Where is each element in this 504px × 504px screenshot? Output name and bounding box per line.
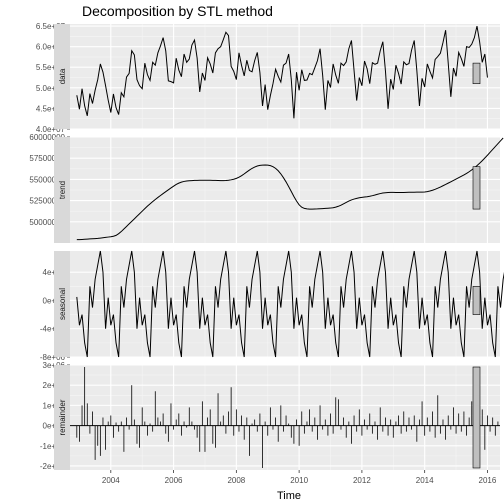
panel-data: 4.0e+07 4.5e+07 5.0e+07 5.5e+07 6.0e+07 6.5e+… [36,22,500,134]
panel-strip-remainder [54,365,70,470]
range-bar-data [472,62,481,85]
y-tick-label-seasonal: -8e+06 [40,353,66,362]
x-tick-label: 2016 [479,476,497,485]
range-bar-remainder [472,366,481,469]
panel-background [70,365,500,470]
y-tick-label-trend: 52500000 [29,197,65,206]
y-tick-label-trend: 55000000 [29,175,65,184]
x-tick-label: 2008 [227,476,245,485]
x-tick-label: 2010 [290,476,308,485]
series-line-data [76,25,488,119]
y-tick-label-data: 5.0e+07 [36,84,66,93]
y-tick-label-data: 6.5e+07 [36,22,66,31]
x-axis-title: Time [277,490,301,502]
y-tick-label-data: 6.0e+07 [36,43,66,52]
range-bar-seasonal [472,286,481,315]
y-tick-label-seasonal: -4e+06 [40,325,66,334]
panel-background [70,24,500,129]
panel-remainder: -2e+06-1e+060e+001e+062e+063e+06remainde… [40,361,500,471]
x-axis: 2004 2006 2008 2010 2012 2014 2016 [102,470,497,485]
y-tick-label-remainder: -2e+06 [40,462,66,471]
x-tick-label: 2006 [165,476,183,485]
strip-label-trend: trend [58,181,67,199]
y-tick-label-trend: 57500000 [29,154,65,163]
panel-background [70,251,500,357]
series-line-trend [76,137,504,241]
chart-title: Decomposition by STL method [82,3,273,19]
panel-strip-trend [54,137,70,243]
x-tick-label: 2012 [353,476,371,485]
y-tick-label-trend: 50000000 [29,218,65,227]
y-tick-label-trend: 60000000 [29,133,65,142]
panel-strip-data [54,24,70,129]
y-tick-label-data: 5.5e+07 [36,63,66,72]
series-line-seasonal [76,250,504,358]
y-tick-label-data: 4.0e+07 [36,125,66,134]
x-tick-label: 2014 [416,476,434,485]
strip-label-seasonal: seasonal [58,288,67,320]
panel-trend: 50000000 52500000 55000000 57500000 60000000… [29,133,504,243]
y-tick-label-data: 4.5e+07 [36,104,66,113]
strip-label-remainder: remainder [58,399,67,435]
y-tick-label-remainder: -1e+06 [40,442,66,451]
panels: 4.0e+07 4.5e+07 5.0e+07 5.5e+07 6.0e+07 6.5e+… [29,22,504,471]
x-tick-label: 2004 [102,476,120,485]
panel-strip-seasonal [54,251,70,357]
range-bar-trend [472,166,481,210]
strip-label-data: data [58,68,67,84]
